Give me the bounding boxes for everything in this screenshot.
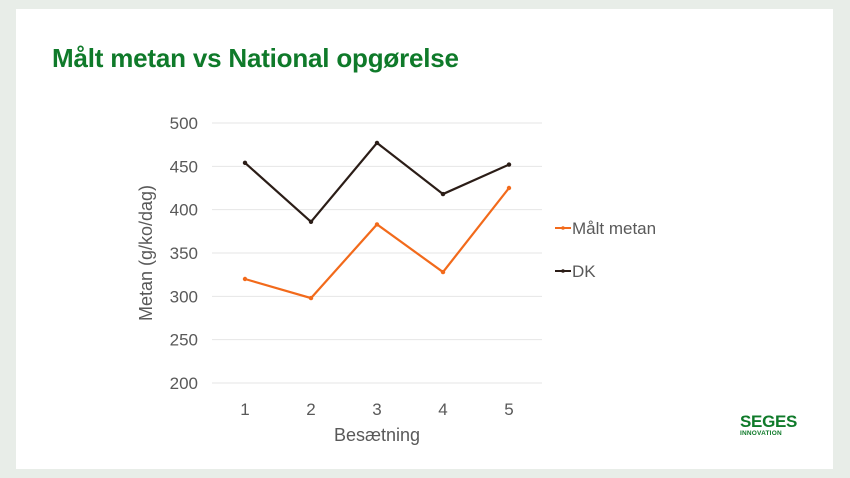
legend-label: Målt metan bbox=[572, 219, 656, 238]
x-tick-label: 2 bbox=[306, 400, 315, 419]
y-tick-label: 250 bbox=[170, 331, 198, 350]
data-point bbox=[374, 222, 380, 227]
x-tick-label: 4 bbox=[438, 400, 447, 419]
series-line bbox=[244, 187, 510, 300]
y-axis-label: Metan (g/ko/dag) bbox=[136, 185, 156, 321]
seges-logo: SEGES INNOVATION bbox=[740, 413, 797, 438]
y-tick-label: 350 bbox=[170, 244, 198, 263]
y-tick-label: 300 bbox=[170, 287, 198, 306]
slide: Målt metan vs National opgørelse 200 250 3… bbox=[16, 9, 833, 469]
data-point bbox=[308, 295, 314, 301]
y-tick-label: 450 bbox=[170, 157, 198, 176]
data-point bbox=[308, 219, 314, 224]
line-chart: 200 250 300 350 400 450 500 1 2 3 4 5 Besætning Metan… bbox=[136, 114, 656, 445]
data-point bbox=[374, 140, 380, 146]
data-point bbox=[440, 191, 446, 197]
y-tick-label: 400 bbox=[170, 201, 198, 220]
logo-name: SEGES bbox=[740, 412, 798, 431]
slide-title: Målt metan vs National opgørelse bbox=[52, 43, 459, 73]
data-point bbox=[506, 162, 512, 167]
legend-label: DK bbox=[572, 262, 596, 281]
data-point bbox=[242, 276, 248, 282]
x-axis-label: Besætning bbox=[334, 425, 420, 445]
data-point bbox=[506, 185, 512, 191]
x-tick-label: 3 bbox=[372, 400, 381, 419]
data-point bbox=[440, 269, 446, 275]
x-tick-label: 1 bbox=[240, 400, 249, 419]
logo-subtitle: INNOVATION bbox=[740, 430, 782, 437]
y-tick-label: 200 bbox=[170, 374, 198, 393]
legend-marker bbox=[561, 269, 565, 273]
x-tick-label: 5 bbox=[504, 400, 513, 419]
legend-marker bbox=[561, 226, 565, 230]
data-point bbox=[242, 160, 248, 166]
y-tick-label: 500 bbox=[170, 114, 198, 133]
